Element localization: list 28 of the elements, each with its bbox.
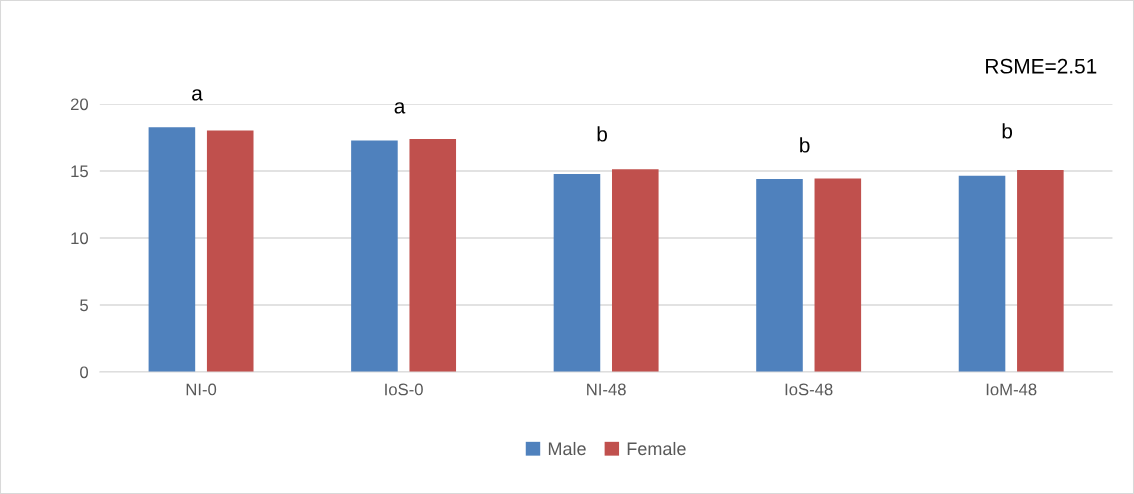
- y-tick-label: 5: [80, 299, 88, 312]
- bar: [612, 169, 659, 372]
- bar: [814, 178, 862, 372]
- y-tick-label: 20: [70, 98, 89, 111]
- y-tick-label: 15: [71, 165, 88, 178]
- y-tick-label: 10: [71, 232, 89, 245]
- x-tick-label: IoM-48: [986, 383, 1037, 396]
- text: RSME=2.51: [986, 58, 1097, 74]
- annotation: b: [1002, 123, 1013, 139]
- x-tick-label: NI-0: [186, 383, 217, 396]
- legend-label: Male: [548, 441, 586, 456]
- text: a: [192, 89, 203, 101]
- bar: [351, 140, 398, 372]
- annotation: a: [394, 102, 406, 114]
- bar: [958, 175, 1006, 372]
- x-tick-label: NI-48: [587, 383, 626, 396]
- bar: [206, 130, 254, 372]
- legend-label: Female: [627, 441, 686, 456]
- x-tick-label: IoS-0: [385, 383, 423, 396]
- bar: [148, 127, 196, 372]
- bar: [1017, 169, 1064, 372]
- annotation: b: [597, 126, 607, 142]
- annotation: b: [800, 137, 810, 153]
- y-tick-label: 0: [80, 366, 89, 379]
- bar: [553, 174, 601, 372]
- bar: [409, 138, 457, 372]
- x-tick-label: IoS-48: [785, 383, 833, 396]
- bar: [756, 179, 803, 372]
